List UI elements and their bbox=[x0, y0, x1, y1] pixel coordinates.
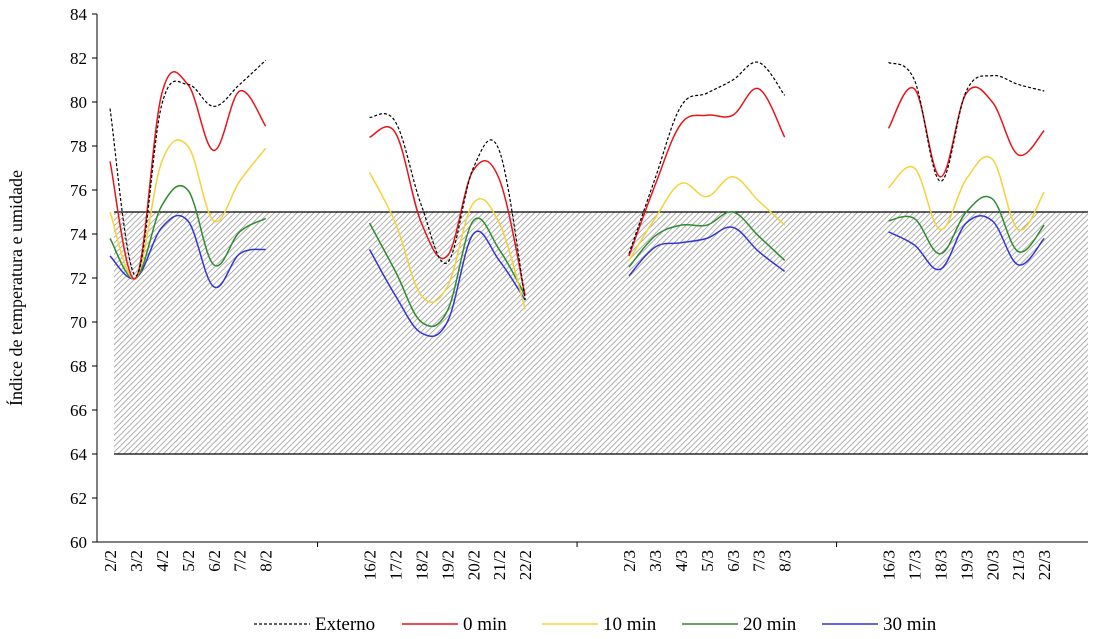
x-tick-label: 19/2 bbox=[438, 550, 457, 580]
x-tick-label: 8/3 bbox=[776, 550, 795, 572]
series-line-externo bbox=[109, 59, 267, 277]
y-tick-label: 70 bbox=[70, 313, 87, 332]
x-tick-label: 3/3 bbox=[646, 550, 665, 572]
axes: 60 62 64 66 68 70 72 74 76 78 80 82 84 bbox=[70, 5, 1088, 552]
comfort-band bbox=[114, 212, 1088, 454]
x-tick-label: 2/2 bbox=[101, 550, 120, 572]
series-line-0-min bbox=[109, 71, 267, 280]
x-tick-label: 2/3 bbox=[620, 550, 639, 572]
x-tick-label: 5/2 bbox=[179, 550, 198, 572]
x-tick-label: 20/3 bbox=[983, 550, 1002, 580]
x-tick-label: 16/2 bbox=[360, 550, 379, 580]
series-lines bbox=[109, 59, 1045, 338]
y-tick-label: 74 bbox=[70, 225, 88, 244]
x-tick-label: 22/3 bbox=[1035, 550, 1054, 580]
legend: Externo 0 min 10 min 20 min 30 min bbox=[254, 614, 937, 635]
y-tick-label: 84 bbox=[70, 5, 88, 24]
series-line-0-min bbox=[887, 86, 1045, 178]
x-tick-label: 7/3 bbox=[750, 550, 769, 572]
x-tick-label: 17/3 bbox=[905, 550, 924, 580]
x-tick-label: 6/2 bbox=[205, 550, 224, 572]
x-tick-label: 5/3 bbox=[698, 550, 717, 572]
series-line-0-min bbox=[628, 87, 786, 257]
series-line-20-min bbox=[888, 195, 1045, 255]
x-tick-label: 7/2 bbox=[231, 550, 250, 572]
series-line-0-min bbox=[369, 126, 526, 296]
x-tick-label: 20/2 bbox=[464, 550, 483, 580]
y-tick-label: 82 bbox=[70, 49, 87, 68]
series-line-20-min bbox=[628, 211, 786, 268]
x-tick-label: 17/2 bbox=[386, 550, 405, 580]
y-tick-label: 76 bbox=[70, 181, 87, 200]
y-tick-label: 68 bbox=[70, 357, 87, 376]
y-tick-label: 66 bbox=[70, 401, 87, 420]
series-line-10-min bbox=[368, 172, 526, 310]
legend-label: 20 min bbox=[743, 614, 797, 635]
y-tick-label: 64 bbox=[70, 445, 88, 464]
series-line-30-min bbox=[368, 230, 526, 338]
legend-label: 10 min bbox=[603, 614, 657, 635]
x-tick-label: 21/2 bbox=[490, 550, 509, 580]
y-tick-label: 62 bbox=[70, 489, 87, 508]
x-tick-label: 6/3 bbox=[724, 550, 743, 572]
series-line-20-min bbox=[368, 217, 526, 328]
y-tick-label: 60 bbox=[70, 533, 87, 552]
x-tick-label: 4/2 bbox=[153, 550, 172, 572]
y-tick-label: 80 bbox=[70, 93, 87, 112]
x-tick-label: 18/2 bbox=[412, 550, 431, 580]
series-line-10-min bbox=[887, 155, 1045, 231]
x-tick-label: 8/2 bbox=[257, 550, 276, 572]
x-tick-label: 19/3 bbox=[957, 550, 976, 580]
legend-label: 30 min bbox=[883, 614, 937, 635]
series-line-30-min bbox=[888, 215, 1045, 271]
series-line-externo bbox=[888, 61, 1045, 182]
x-tick-label: 3/2 bbox=[127, 550, 146, 572]
x-tick-label: 22/2 bbox=[516, 550, 535, 580]
y-tick-label: 78 bbox=[70, 137, 87, 156]
legend-label: Externo bbox=[315, 614, 375, 635]
x-tick-label: 21/3 bbox=[1009, 550, 1028, 580]
series-line-30-min bbox=[628, 226, 786, 277]
y-axis-title: Índice de temperatura e umidade bbox=[5, 170, 26, 406]
y-tick-label: 72 bbox=[70, 269, 87, 288]
x-tick-labels: 2/2 3/2 4/2 5/2 6/2 7/2 8/2 16/2 17/2 18/2 19/2 20/… bbox=[101, 550, 1054, 580]
legend-label: 0 min bbox=[463, 614, 507, 635]
series-line-10-min bbox=[628, 176, 786, 261]
series-line-externo bbox=[628, 61, 786, 254]
x-tick-label: 18/3 bbox=[931, 550, 950, 580]
series-line-externo bbox=[369, 113, 526, 301]
x-tick-label: 4/3 bbox=[672, 550, 691, 572]
x-tick-label: 16/3 bbox=[879, 550, 898, 580]
comfort-band-layer bbox=[114, 211, 1088, 455]
